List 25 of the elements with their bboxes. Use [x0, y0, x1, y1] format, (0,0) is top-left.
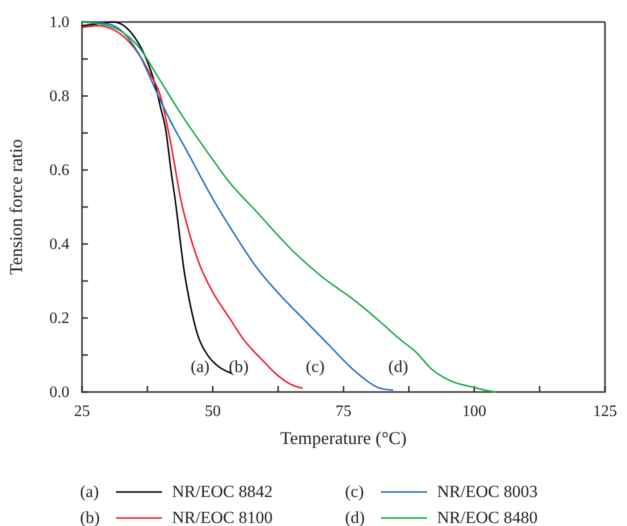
- y-tick-label: 0.6: [49, 162, 70, 180]
- line-series: [81, 21, 497, 393]
- x-tick-label: 25: [74, 402, 90, 420]
- x-tick-label: 75: [336, 402, 352, 420]
- annotation: (a): [190, 356, 210, 376]
- text: (c): [345, 482, 364, 501]
- y-tick-label: 0.4: [49, 236, 70, 254]
- line-series: [81, 24, 304, 390]
- legend-label: NR/EOC 8842: [172, 482, 273, 501]
- legend-label: NR/EOC 8480: [437, 508, 538, 526]
- annotation: (c): [306, 356, 325, 376]
- y-tick-label: 0.8: [49, 88, 70, 106]
- x-tick-label: 125: [593, 402, 617, 420]
- y-axis-title: Tension force ratio: [6, 139, 26, 275]
- y-tick-label: 0.0: [49, 384, 70, 402]
- x-tick-label: 50: [204, 402, 221, 420]
- y-tick-label: 1.0: [49, 14, 70, 32]
- legend-label: NR/EOC 8100: [172, 508, 273, 526]
- annotation: (b): [228, 356, 249, 376]
- text: (a): [80, 482, 99, 501]
- x-axis-title: Temperature (°C): [280, 428, 407, 448]
- y-tick-label: 0.2: [49, 310, 70, 328]
- legend-label: NR/EOC 8003: [437, 482, 538, 501]
- annotation: (d): [388, 356, 408, 376]
- x-tick-label: 100: [462, 402, 486, 420]
